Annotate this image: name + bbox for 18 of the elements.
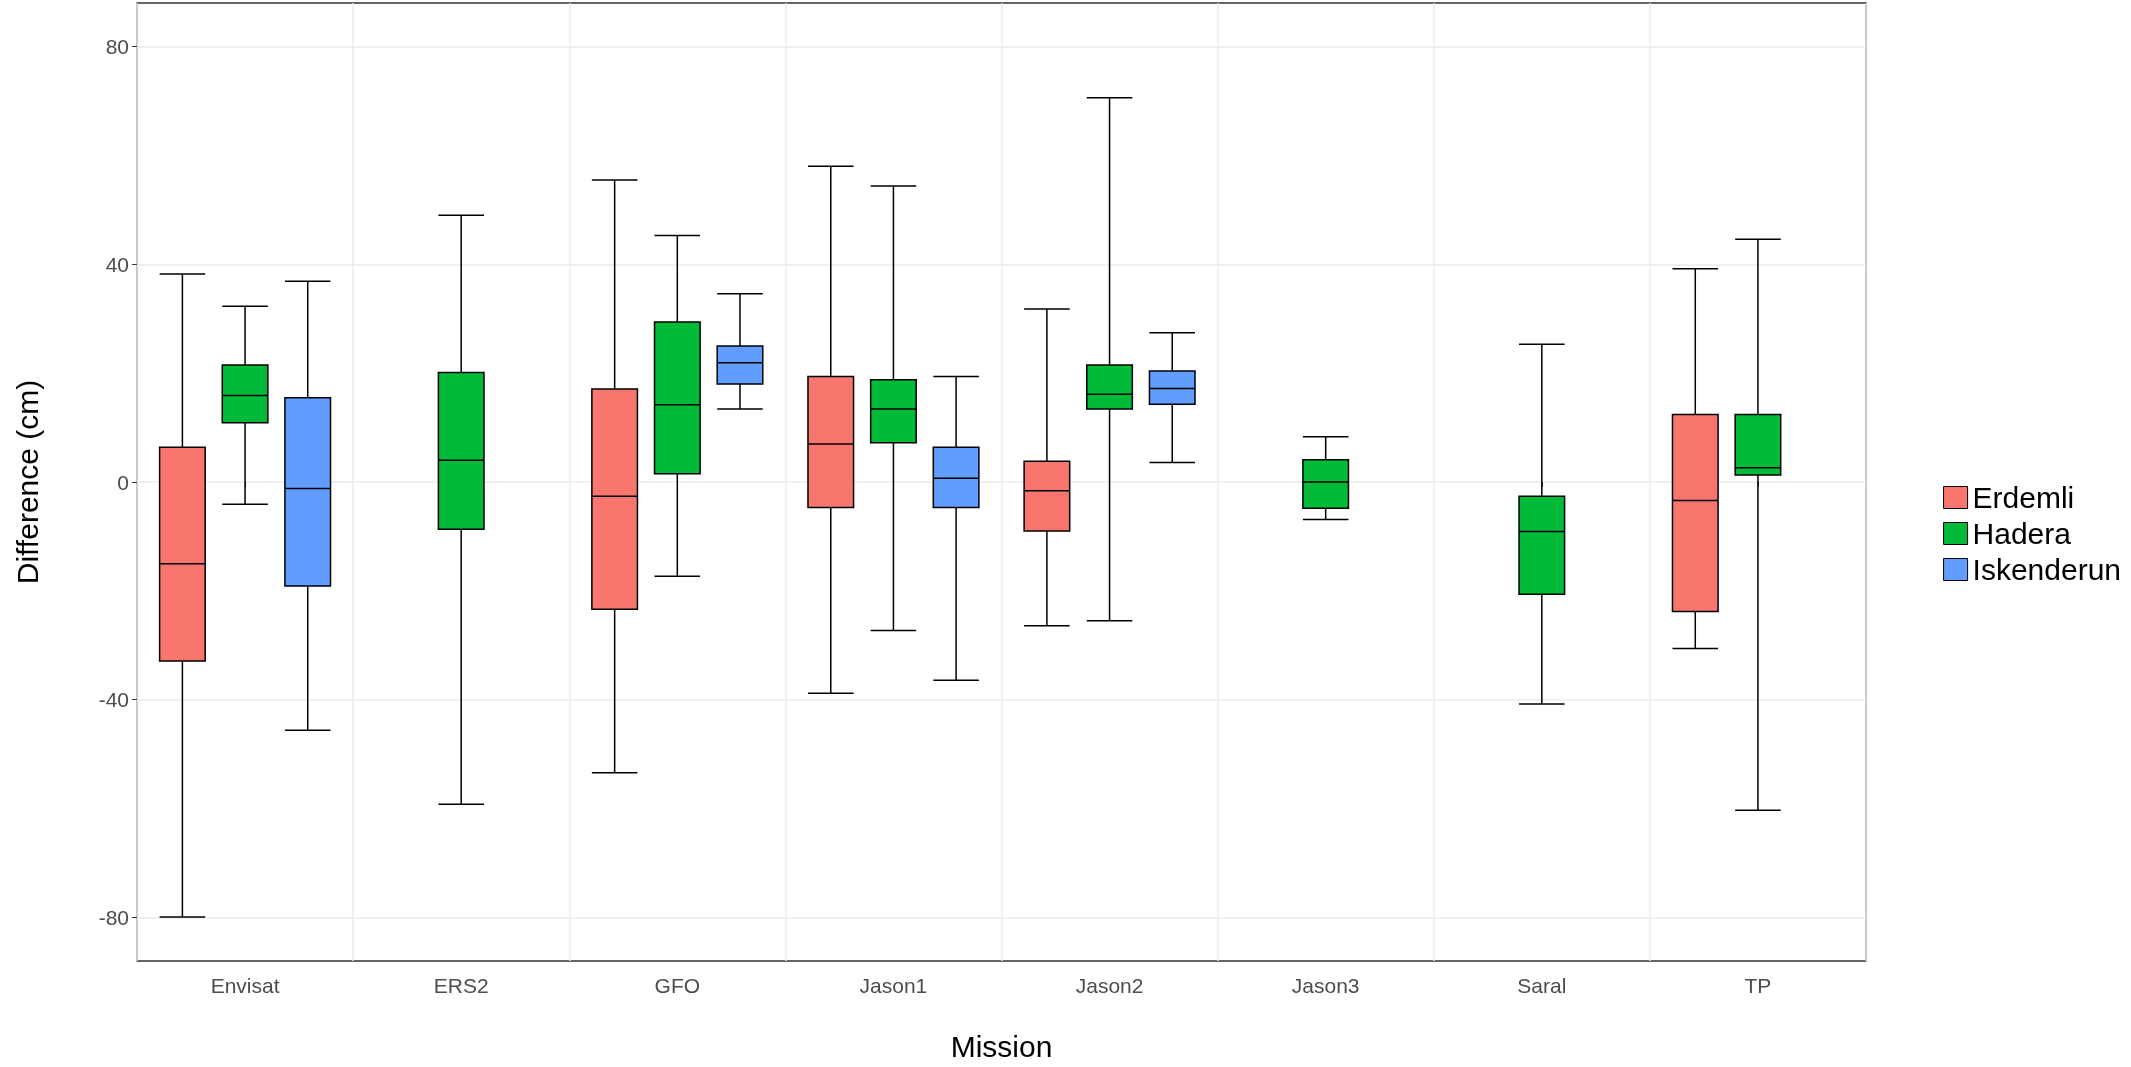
legend-label: Hadera <box>1972 517 2072 550</box>
x-tick-label: Saral <box>1517 974 1567 997</box>
x-tick-label: Envisat <box>210 974 280 997</box>
x-tick-label: GFO <box>654 974 701 997</box>
y-tick-label: -80 <box>98 905 129 929</box>
x-tick-label: Jason3 <box>1291 974 1360 997</box>
x-tick-label: Jason1 <box>859 974 928 997</box>
y-tick-label: 40 <box>105 252 129 276</box>
x-tick-label: TP <box>1744 974 1772 997</box>
y-axis-title: Difference (cm) <box>10 379 44 585</box>
legend-label: Erdemli <box>1972 481 2075 514</box>
y-tick-label: 80 <box>105 35 129 59</box>
y-tick-label: 0 <box>117 470 129 494</box>
y-tick-label: -40 <box>98 688 129 712</box>
x-axis-title: Mission <box>950 1029 1053 1063</box>
legend-label: Iskenderun <box>1972 553 2121 586</box>
x-tick-label: Jason2 <box>1075 974 1144 997</box>
x-tick-label: ERS2 <box>433 974 489 997</box>
